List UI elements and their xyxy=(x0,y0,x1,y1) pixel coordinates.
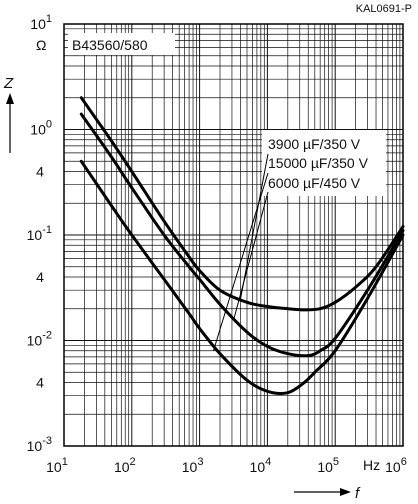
y-axis-label: Z xyxy=(3,75,14,92)
legend-entry-2: 6000 µF/450 V xyxy=(268,175,361,191)
y-tick-label: 10-3 xyxy=(27,435,52,454)
x-tick-label: 103 xyxy=(182,456,204,475)
y-tick-labels: 101 100 10-1 10-2 10-3 4 4 4 xyxy=(27,13,52,454)
legend-box xyxy=(262,130,386,196)
product-label-box xyxy=(68,33,175,55)
legend-leaders xyxy=(212,153,269,351)
legend: 3900 µF/350 V 15000 µF/350 V 6000 µF/450… xyxy=(268,136,369,191)
series-line-0 xyxy=(79,96,405,312)
legend-leader-2 xyxy=(233,191,269,320)
series-line-1 xyxy=(79,159,405,395)
x-tick-label: 105 xyxy=(317,456,339,475)
legend-entry-0: 3900 µF/350 V xyxy=(268,136,361,152)
series-curves xyxy=(79,96,405,395)
x-tick-labels: 101 102 103 104 105 106 xyxy=(46,456,407,475)
legend-entry-1: 15000 µF/350 V xyxy=(268,155,369,171)
product-label: B43560/580 xyxy=(72,37,148,53)
y-tick-label: 10-2 xyxy=(27,330,52,349)
y-tick-label: 101 xyxy=(30,13,52,32)
y-minor-tick-label: 4 xyxy=(36,374,44,390)
x-unit-bg xyxy=(358,456,384,472)
x-tick-label: 106 xyxy=(385,456,407,475)
chart-grid xyxy=(63,24,403,447)
y-tick-label: 10-1 xyxy=(27,224,52,243)
x-unit: Hz xyxy=(363,457,380,473)
y-minor-tick-label: 4 xyxy=(36,163,44,179)
legend-leader-0 xyxy=(239,153,269,300)
x-tick-label: 101 xyxy=(46,456,68,475)
x-axis-label: f xyxy=(355,485,361,502)
y-unit: Ω xyxy=(36,37,46,53)
y-tick-label: 100 xyxy=(30,119,52,138)
legend-leader-1 xyxy=(212,172,269,351)
x-tick-label: 102 xyxy=(114,456,136,475)
x-axis-arrow-head xyxy=(340,488,351,496)
y-minor-tick-label: 4 xyxy=(36,269,44,285)
figure-code: KAL0691-P xyxy=(356,3,412,15)
y-axis-arrow-head xyxy=(6,93,14,104)
series-line-2 xyxy=(79,112,405,358)
x-tick-label: 104 xyxy=(250,456,272,475)
